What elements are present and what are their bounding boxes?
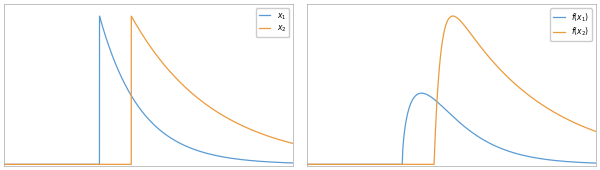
- $x_1$: [1, 163, 8, 165]
- $x_2$: [1, 163, 8, 165]
- $x_2$: [124, 163, 131, 165]
- $f(x_2)$: [425, 163, 432, 165]
- $f(x_2)$: [569, 121, 576, 123]
- $x_1$: [122, 84, 129, 87]
- $x_1$: [96, 15, 103, 17]
- $f(x_2)$: [304, 163, 311, 165]
- $x_2$: [289, 142, 296, 144]
- $f(x_1)$: [569, 161, 576, 163]
- Line: $f(x_2)$: $f(x_2)$: [307, 16, 596, 164]
- $x_1$: [124, 89, 131, 91]
- Line: $x_2$: $x_2$: [4, 16, 293, 164]
- $x_1$: [281, 162, 288, 164]
- $f(x_1)$: [427, 96, 434, 98]
- $x_2$: [281, 140, 288, 142]
- Legend: $x_1$, $x_2$: $x_1$, $x_2$: [256, 8, 289, 37]
- $f(x_2)$: [513, 84, 520, 87]
- $f(x_2)$: [592, 130, 599, 132]
- $f(x_1)$: [513, 153, 520, 155]
- $x_2$: [266, 136, 274, 138]
- $f(x_1)$: [440, 107, 448, 109]
- $x_1$: [211, 154, 218, 156]
- $f(x_1)$: [418, 92, 425, 94]
- Line: $x_1$: $x_1$: [4, 16, 293, 164]
- $f(x_1)$: [583, 162, 590, 164]
- $f(x_1)$: [304, 163, 311, 165]
- $f(x_2)$: [440, 30, 448, 32]
- $x_2$: [122, 163, 129, 165]
- $f(x_2)$: [427, 163, 434, 165]
- $f(x_2)$: [449, 15, 457, 17]
- $f(x_1)$: [425, 94, 432, 96]
- $x_2$: [138, 32, 145, 34]
- $x_1$: [138, 110, 145, 112]
- $x_1$: [289, 162, 296, 164]
- Line: $f(x_1)$: $f(x_1)$: [307, 93, 596, 164]
- $x_1$: [266, 161, 274, 163]
- Legend: $f(x_1)$, $f(x_2)$: $f(x_1)$, $f(x_2)$: [550, 8, 592, 41]
- $x_2$: [128, 15, 135, 17]
- $x_2$: [211, 109, 218, 111]
- $f(x_2)$: [583, 127, 590, 129]
- $f(x_1)$: [592, 162, 599, 164]
